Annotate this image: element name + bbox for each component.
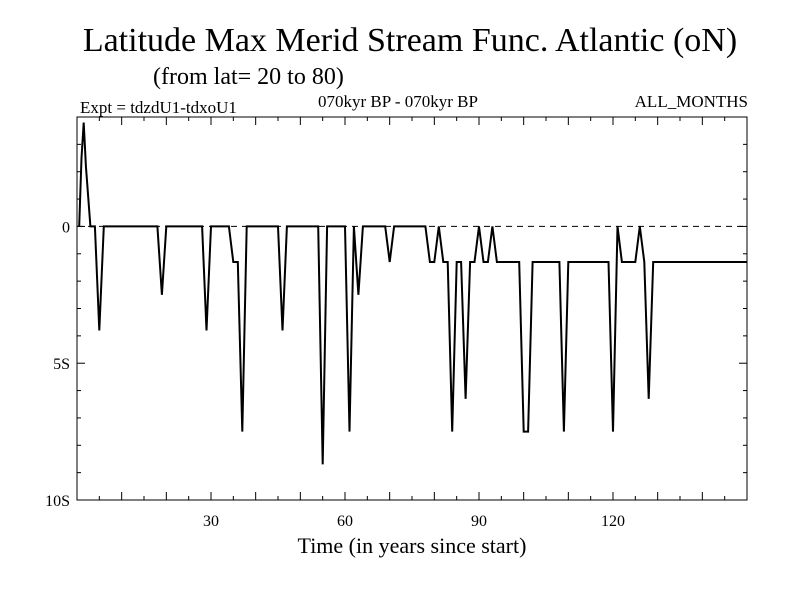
chart-subtitle: (from lat= 20 to 80) — [153, 64, 344, 90]
x-tick-label: 60 — [337, 513, 353, 530]
series-line — [78, 122, 747, 465]
y-tick-label: 0 — [62, 219, 70, 236]
period-label: 070kyr BP - 070kyr BP — [318, 92, 478, 111]
x-tick-label: 30 — [203, 513, 219, 530]
y-tick-label: 5S — [53, 356, 70, 373]
experiment-label: Expt = tdzdU1-tdxoU1 — [80, 98, 237, 117]
x-tick-label: 90 — [471, 513, 487, 530]
y-tick-label: 10S — [45, 493, 70, 510]
x-axis-label: Time (in years since start) — [298, 533, 527, 558]
x-tick-label: 120 — [601, 513, 625, 530]
months-label: ALL_MONTHS — [634, 92, 748, 111]
chart-title: Latitude Max Merid Stream Func. Atlantic… — [82, 22, 738, 59]
